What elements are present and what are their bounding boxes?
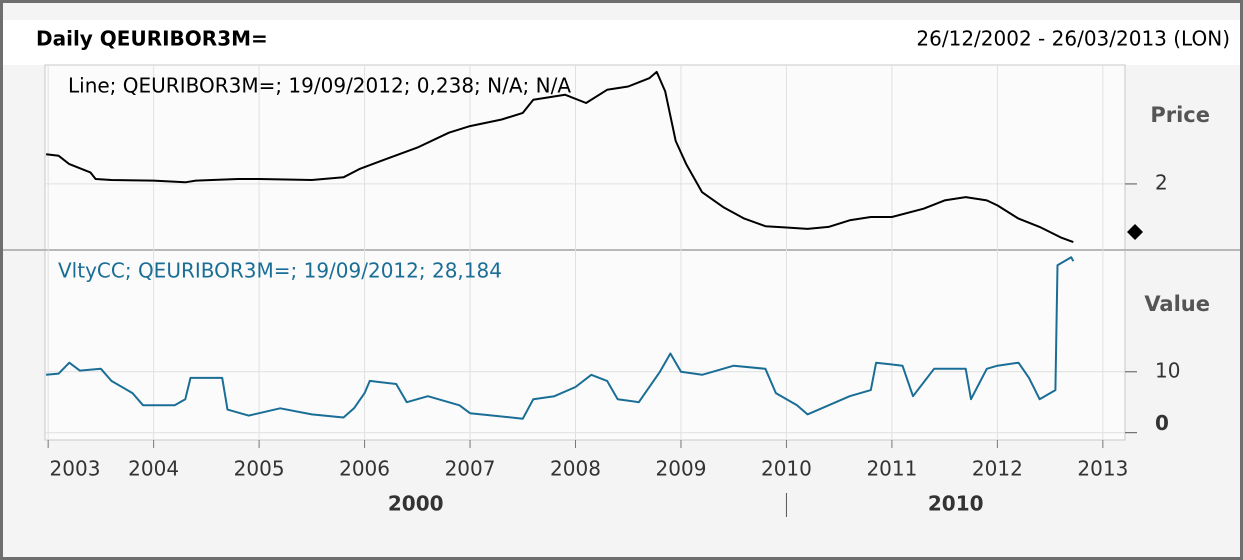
x-tick-label: 2012	[972, 457, 1023, 481]
x-tick-label: 2004	[128, 457, 179, 481]
legend-text: VltyCC; QEURIBOR3M=; 19/09/2012; 28,184	[58, 259, 502, 283]
series-line	[46, 256, 1075, 420]
decade-label: 2000	[388, 492, 444, 516]
decade-label: 2010	[928, 492, 984, 516]
legend-text: Line; QEURIBOR3M=; 19/09/2012; 0,238; N/…	[68, 74, 571, 98]
x-tick-label: 2008	[550, 457, 601, 481]
x-tick-label: 2010	[761, 457, 812, 481]
y-tick-label: 2	[1155, 170, 1168, 194]
x-tick-label: 2011	[866, 457, 917, 481]
x-tick-label: 2007	[445, 457, 496, 481]
series-line	[45, 70, 1074, 244]
x-tick-label: 2006	[339, 457, 390, 481]
x-tick-label: 2003	[50, 457, 101, 481]
plot-area	[44, 64, 1126, 441]
x-tick-label: 2009	[656, 457, 707, 481]
title: Daily QEURIBOR3M=	[36, 27, 268, 51]
x-tick-label: 2005	[234, 457, 285, 481]
date-range: 26/12/2002 - 26/03/2013 (LON)	[916, 27, 1230, 51]
header-bar	[3, 20, 1240, 65]
y-axis-title: Price	[1150, 103, 1210, 127]
y-tick-label: 10	[1155, 358, 1180, 382]
last-price-marker	[1127, 224, 1143, 240]
y-tick-label: 0	[1155, 411, 1169, 435]
x-tick-label: 2013	[1077, 457, 1128, 481]
y-axis-title: Value	[1144, 292, 1210, 316]
